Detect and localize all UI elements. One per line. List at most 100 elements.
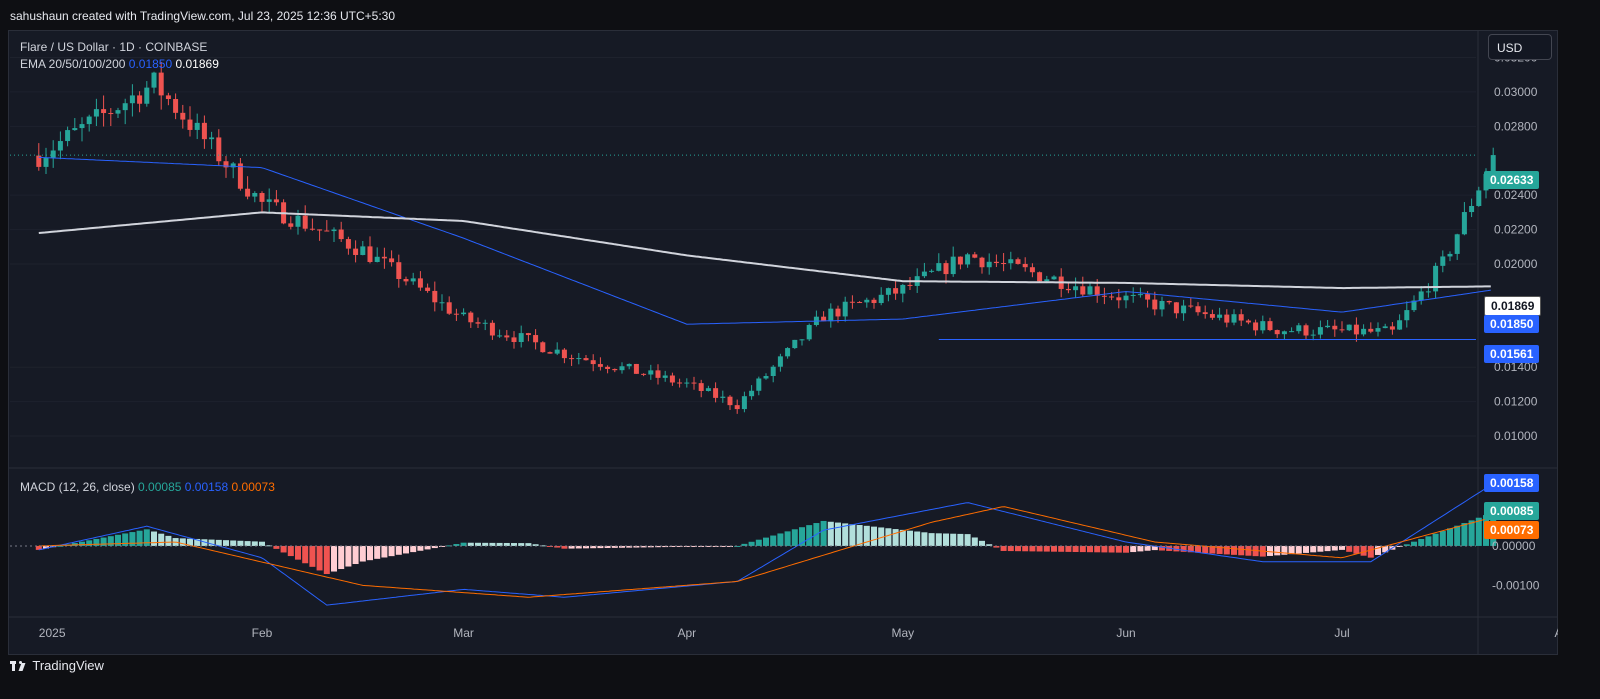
- macd-bar: [950, 533, 957, 546]
- candle: [821, 311, 827, 322]
- time-axis-label: Mar: [453, 626, 474, 640]
- macd-bar: [511, 543, 517, 546]
- candle-body: [1238, 314, 1244, 321]
- candle-body: [489, 322, 495, 336]
- candle-body: [389, 258, 395, 263]
- macd-bar: [1015, 545, 1021, 552]
- candle-body: [173, 99, 179, 113]
- macd-bar: [1022, 545, 1029, 552]
- candle-body: [1346, 324, 1352, 331]
- candle: [1404, 301, 1410, 328]
- candle: [1382, 323, 1388, 329]
- macd-bar: [943, 533, 949, 546]
- macd-bar: [561, 545, 568, 549]
- macd-bar: [1187, 545, 1194, 553]
- macd-bar: [1411, 541, 1417, 546]
- candle-body: [1404, 310, 1410, 321]
- macd-bar: [237, 540, 244, 546]
- candle-body: [1368, 328, 1374, 332]
- candle-body: [86, 116, 92, 125]
- candle-body: [821, 316, 827, 322]
- candle-body: [1109, 296, 1115, 298]
- candle-body: [576, 358, 582, 360]
- candle-body: [1065, 288, 1071, 291]
- candle-body: [511, 337, 517, 343]
- candle: [432, 281, 438, 312]
- macd-bar: [691, 545, 697, 547]
- ema-legend[interactable]: EMA 20/50/100/200 0.01850 0.01869: [20, 57, 219, 71]
- candle-body: [1080, 286, 1086, 295]
- candle-body: [417, 278, 423, 288]
- candle-body: [979, 257, 985, 268]
- candle-body: [677, 382, 683, 384]
- macd-bar: [655, 545, 661, 548]
- tradingview-logo[interactable]: TradingView: [10, 658, 104, 676]
- macd-bar: [1087, 545, 1093, 553]
- macd-bar: [122, 533, 129, 546]
- candle-body: [835, 308, 841, 317]
- candle: [677, 378, 683, 388]
- candle: [79, 117, 85, 142]
- macd-bar: [1223, 545, 1230, 555]
- candle-body: [482, 322, 488, 324]
- candle: [1476, 186, 1482, 207]
- candle-body: [1461, 212, 1467, 235]
- candle: [842, 296, 848, 322]
- symbol-legend[interactable]: Flare / US Dollar · 1D · COINBASE: [20, 40, 207, 54]
- macd-bar: [1144, 545, 1151, 551]
- candle: [144, 81, 150, 107]
- macd-bar: [1310, 545, 1317, 553]
- candle: [158, 61, 164, 110]
- candle: [1065, 281, 1071, 294]
- macd-bar: [129, 532, 136, 546]
- macd-bar: [1101, 545, 1108, 553]
- candle-body: [727, 396, 733, 406]
- macd-bar: [1324, 545, 1331, 552]
- candle-body: [101, 109, 107, 114]
- macd-bar: [647, 545, 654, 548]
- macd-bar: [669, 545, 676, 547]
- candle-body: [1202, 312, 1208, 315]
- macd-bar: [626, 545, 633, 548]
- macd-bar: [417, 545, 424, 551]
- candle-body: [597, 364, 603, 367]
- symbol-title: Flare / US Dollar · 1D · COINBASE: [20, 40, 208, 54]
- candle: [705, 385, 711, 392]
- macd-legend[interactable]: MACD (12, 26, close) 0.00085 0.00158 0.0…: [20, 480, 275, 494]
- candle-body: [957, 256, 963, 265]
- ema-value-blue: 0.01850: [128, 57, 173, 71]
- candle-body: [698, 383, 704, 391]
- ema-label: EMA 20/50/100/200: [20, 57, 126, 71]
- candle: [324, 220, 330, 232]
- candle: [799, 339, 805, 346]
- candle: [1274, 329, 1280, 339]
- macd-bar: [1317, 545, 1324, 552]
- macd-bar: [280, 545, 287, 553]
- candle-body: [993, 261, 999, 264]
- macd-bar: [1432, 533, 1439, 546]
- candle: [101, 95, 107, 127]
- candle: [1361, 324, 1367, 337]
- macd-bar: [1274, 545, 1281, 556]
- macd-bar: [597, 545, 604, 549]
- price-chart[interactable]: 0.032000.030000.028000.024000.022000.020…: [8, 30, 1558, 655]
- macd-bar: [1360, 545, 1367, 556]
- candle-body: [1073, 286, 1079, 291]
- candle-body: [259, 193, 265, 202]
- candle: [360, 240, 366, 256]
- candle: [1267, 317, 1273, 332]
- candle-body: [72, 128, 78, 131]
- candle-body: [1490, 155, 1496, 174]
- candle-body: [619, 366, 625, 371]
- candle-body: [857, 302, 863, 304]
- candle: [1195, 302, 1201, 316]
- macd-bar: [323, 545, 330, 575]
- currency-button[interactable]: USD: [1488, 34, 1552, 60]
- candle-body: [1433, 265, 1439, 292]
- candle-body: [720, 396, 726, 398]
- candle-body: [475, 322, 481, 324]
- candle-body: [1425, 291, 1431, 293]
- macd-bar: [604, 545, 611, 548]
- candle: [302, 205, 308, 232]
- candle-body: [57, 141, 63, 151]
